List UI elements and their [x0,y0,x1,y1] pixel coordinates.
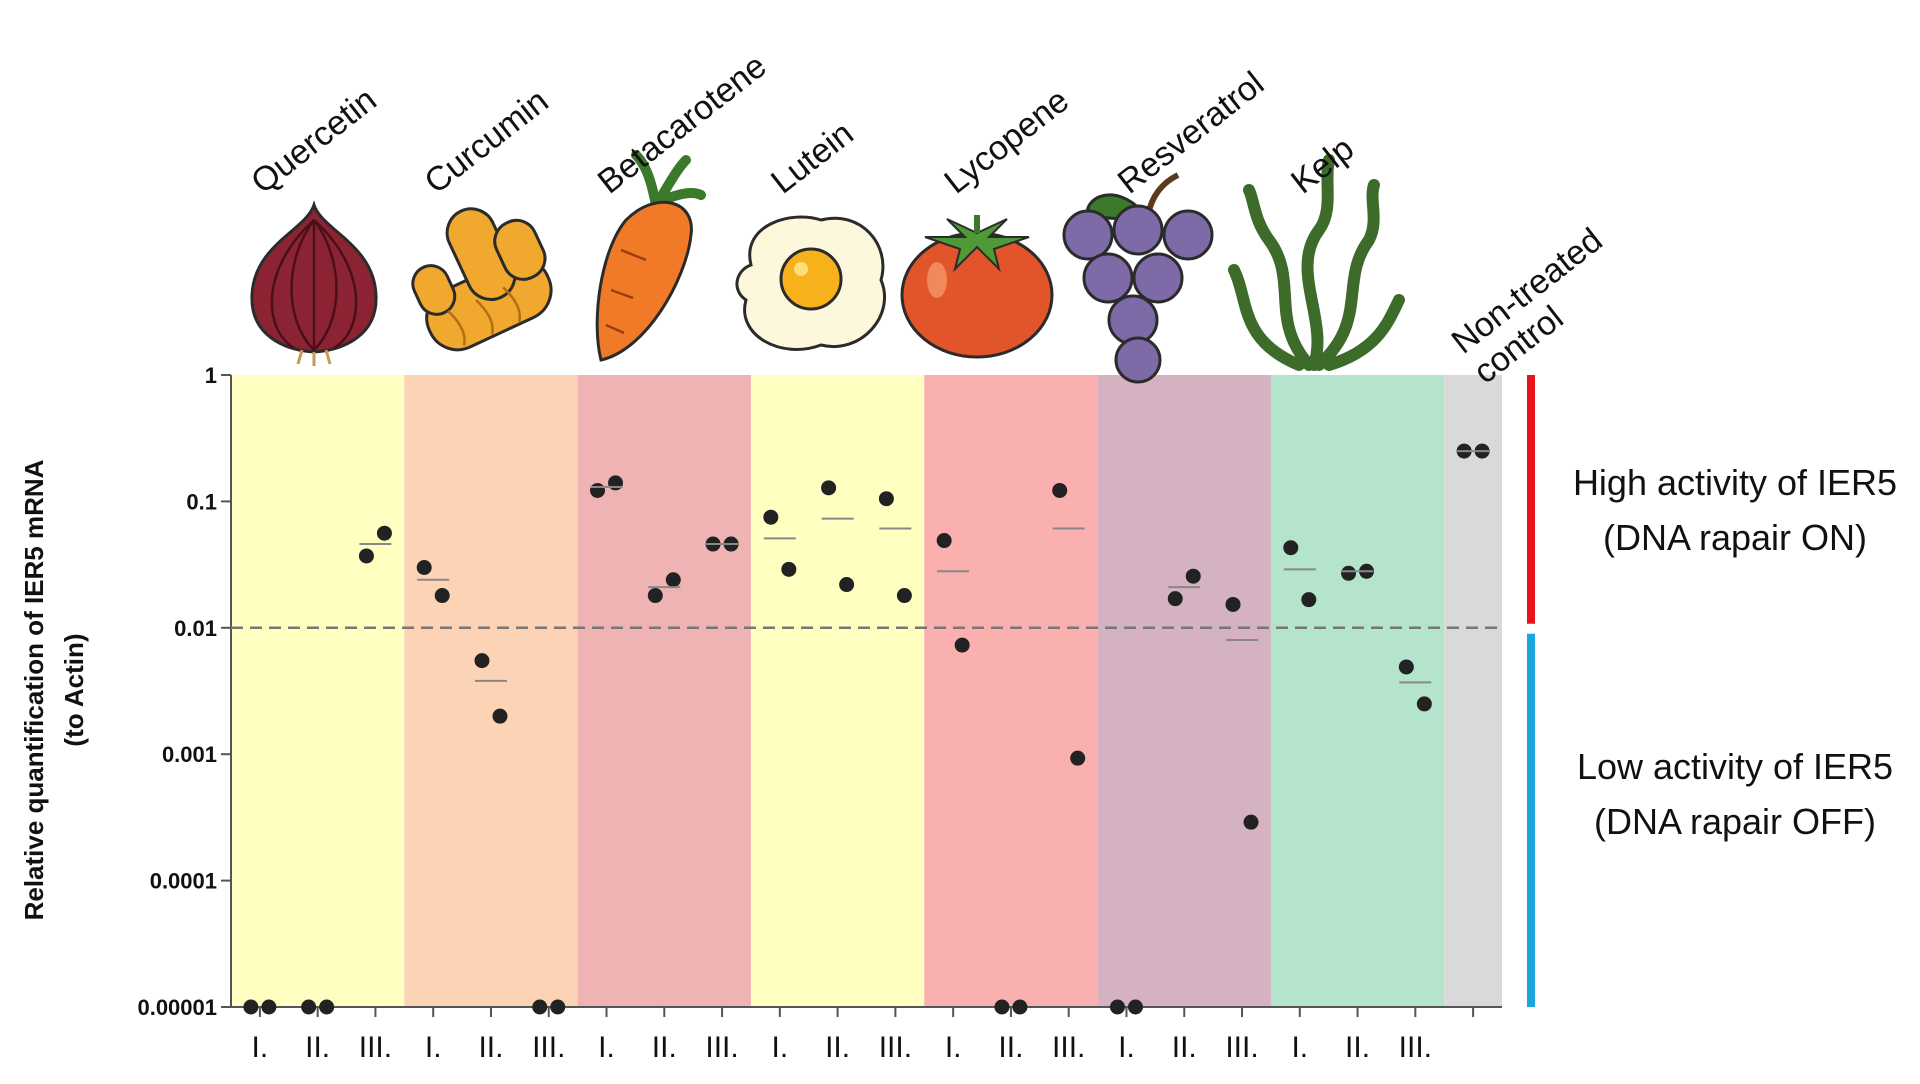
x-tick-label: I. [598,1031,615,1064]
group-band [1097,375,1271,1007]
icons [250,150,1405,384]
data-point [261,999,277,1015]
tomato-icon [900,215,1054,359]
data-point [1341,565,1357,581]
data-point [1398,659,1414,675]
data-point [358,548,374,564]
data-point [763,509,779,525]
x-tick-label: II. [652,1031,677,1064]
annotation: High activity of IER5 [1573,462,1897,503]
x-tick-label: III. [705,1031,738,1064]
data-point [1243,814,1259,830]
grapes-icon [1062,172,1214,384]
carrot-icon [595,150,706,362]
group-label: Curcumin [418,82,556,202]
x-tick-label: I. [1118,1031,1135,1064]
data-point [994,999,1010,1015]
x-tick-label: III. [1225,1031,1258,1064]
y-tick-label: 0.0001 [150,869,217,894]
x-tick-label: I. [945,1031,962,1064]
group-label: Betacarotene [591,47,774,201]
kelp-icon [1228,154,1405,371]
data-point [821,480,837,496]
group-band [577,375,751,1007]
group-band [924,375,1098,1007]
x-tick-label: III. [1052,1031,1085,1064]
x-tick-label: II. [1345,1031,1370,1064]
data-point [532,999,548,1015]
data-point [1283,540,1299,556]
data-point [301,999,317,1015]
data-point [1070,750,1086,766]
y-tick-label: 1 [205,363,217,388]
data-point [839,577,855,593]
data-point [319,999,335,1015]
y-axis-title: (to Actin) [59,633,89,746]
x-tick-label: II. [305,1031,330,1064]
data-point [1185,568,1201,584]
x-tick-label: III. [532,1031,565,1064]
x-tick-label: II. [998,1031,1023,1064]
egg-icon [735,215,887,351]
x-tick-label: I. [1291,1031,1308,1064]
annotation: (DNA rapair OFF) [1594,801,1876,842]
x-tick-label: I. [772,1031,789,1064]
x-tick-label: III. [1399,1031,1432,1064]
x-tick-label: III. [879,1031,912,1064]
data-point [434,588,450,604]
data-point [416,559,432,575]
data-point [1052,482,1068,498]
data-point [376,525,392,541]
x-tick-label: II. [1172,1031,1197,1064]
data-point [1109,999,1125,1015]
y-axis-title: Relative quantification of IER5 mRNA [19,459,49,920]
y-tick-label: 0.01 [174,616,217,641]
data-point [1127,999,1143,1015]
data-point [608,475,624,491]
data-point [1167,591,1183,607]
y-tick-label: 0.00001 [137,995,217,1020]
bands [231,375,1502,1007]
group-label: Lutein [764,114,860,201]
onion-icon [250,200,378,366]
data-point [492,708,508,724]
group-label: Quercetin [244,81,384,202]
data-point [1225,596,1241,612]
data-point [936,533,952,549]
y-tick-label: 0.1 [186,489,217,514]
data-point [665,572,681,588]
data-point [1416,696,1432,712]
annotation: (DNA rapair ON) [1603,517,1867,558]
data-point [243,999,259,1015]
data-point [781,561,797,577]
x-tick-label: II. [825,1031,850,1064]
group-band [1270,375,1445,1007]
data-point [474,653,490,669]
annotation: Low activity of IER5 [1577,746,1893,787]
group-band [404,375,578,1007]
data-point [550,999,566,1015]
group-band [231,375,405,1007]
data-point [1301,592,1317,608]
data-point [1012,999,1028,1015]
data-point [647,588,663,604]
group-label: Lycopene [937,81,1076,201]
data-point [878,491,894,507]
data-point [590,482,606,498]
data-point [954,637,970,653]
data-point [896,588,912,604]
x-tick-label: III. [359,1031,392,1064]
group-band [750,375,925,1007]
group-band [1444,375,1502,1007]
ginger-icon [411,207,553,352]
x-tick-label: I. [425,1031,442,1064]
group-label: Resveratrol [1111,64,1271,201]
y-tick-label: 0.001 [162,742,217,767]
x-tick-label: I. [252,1031,269,1064]
x-tick-label: II. [478,1031,503,1064]
